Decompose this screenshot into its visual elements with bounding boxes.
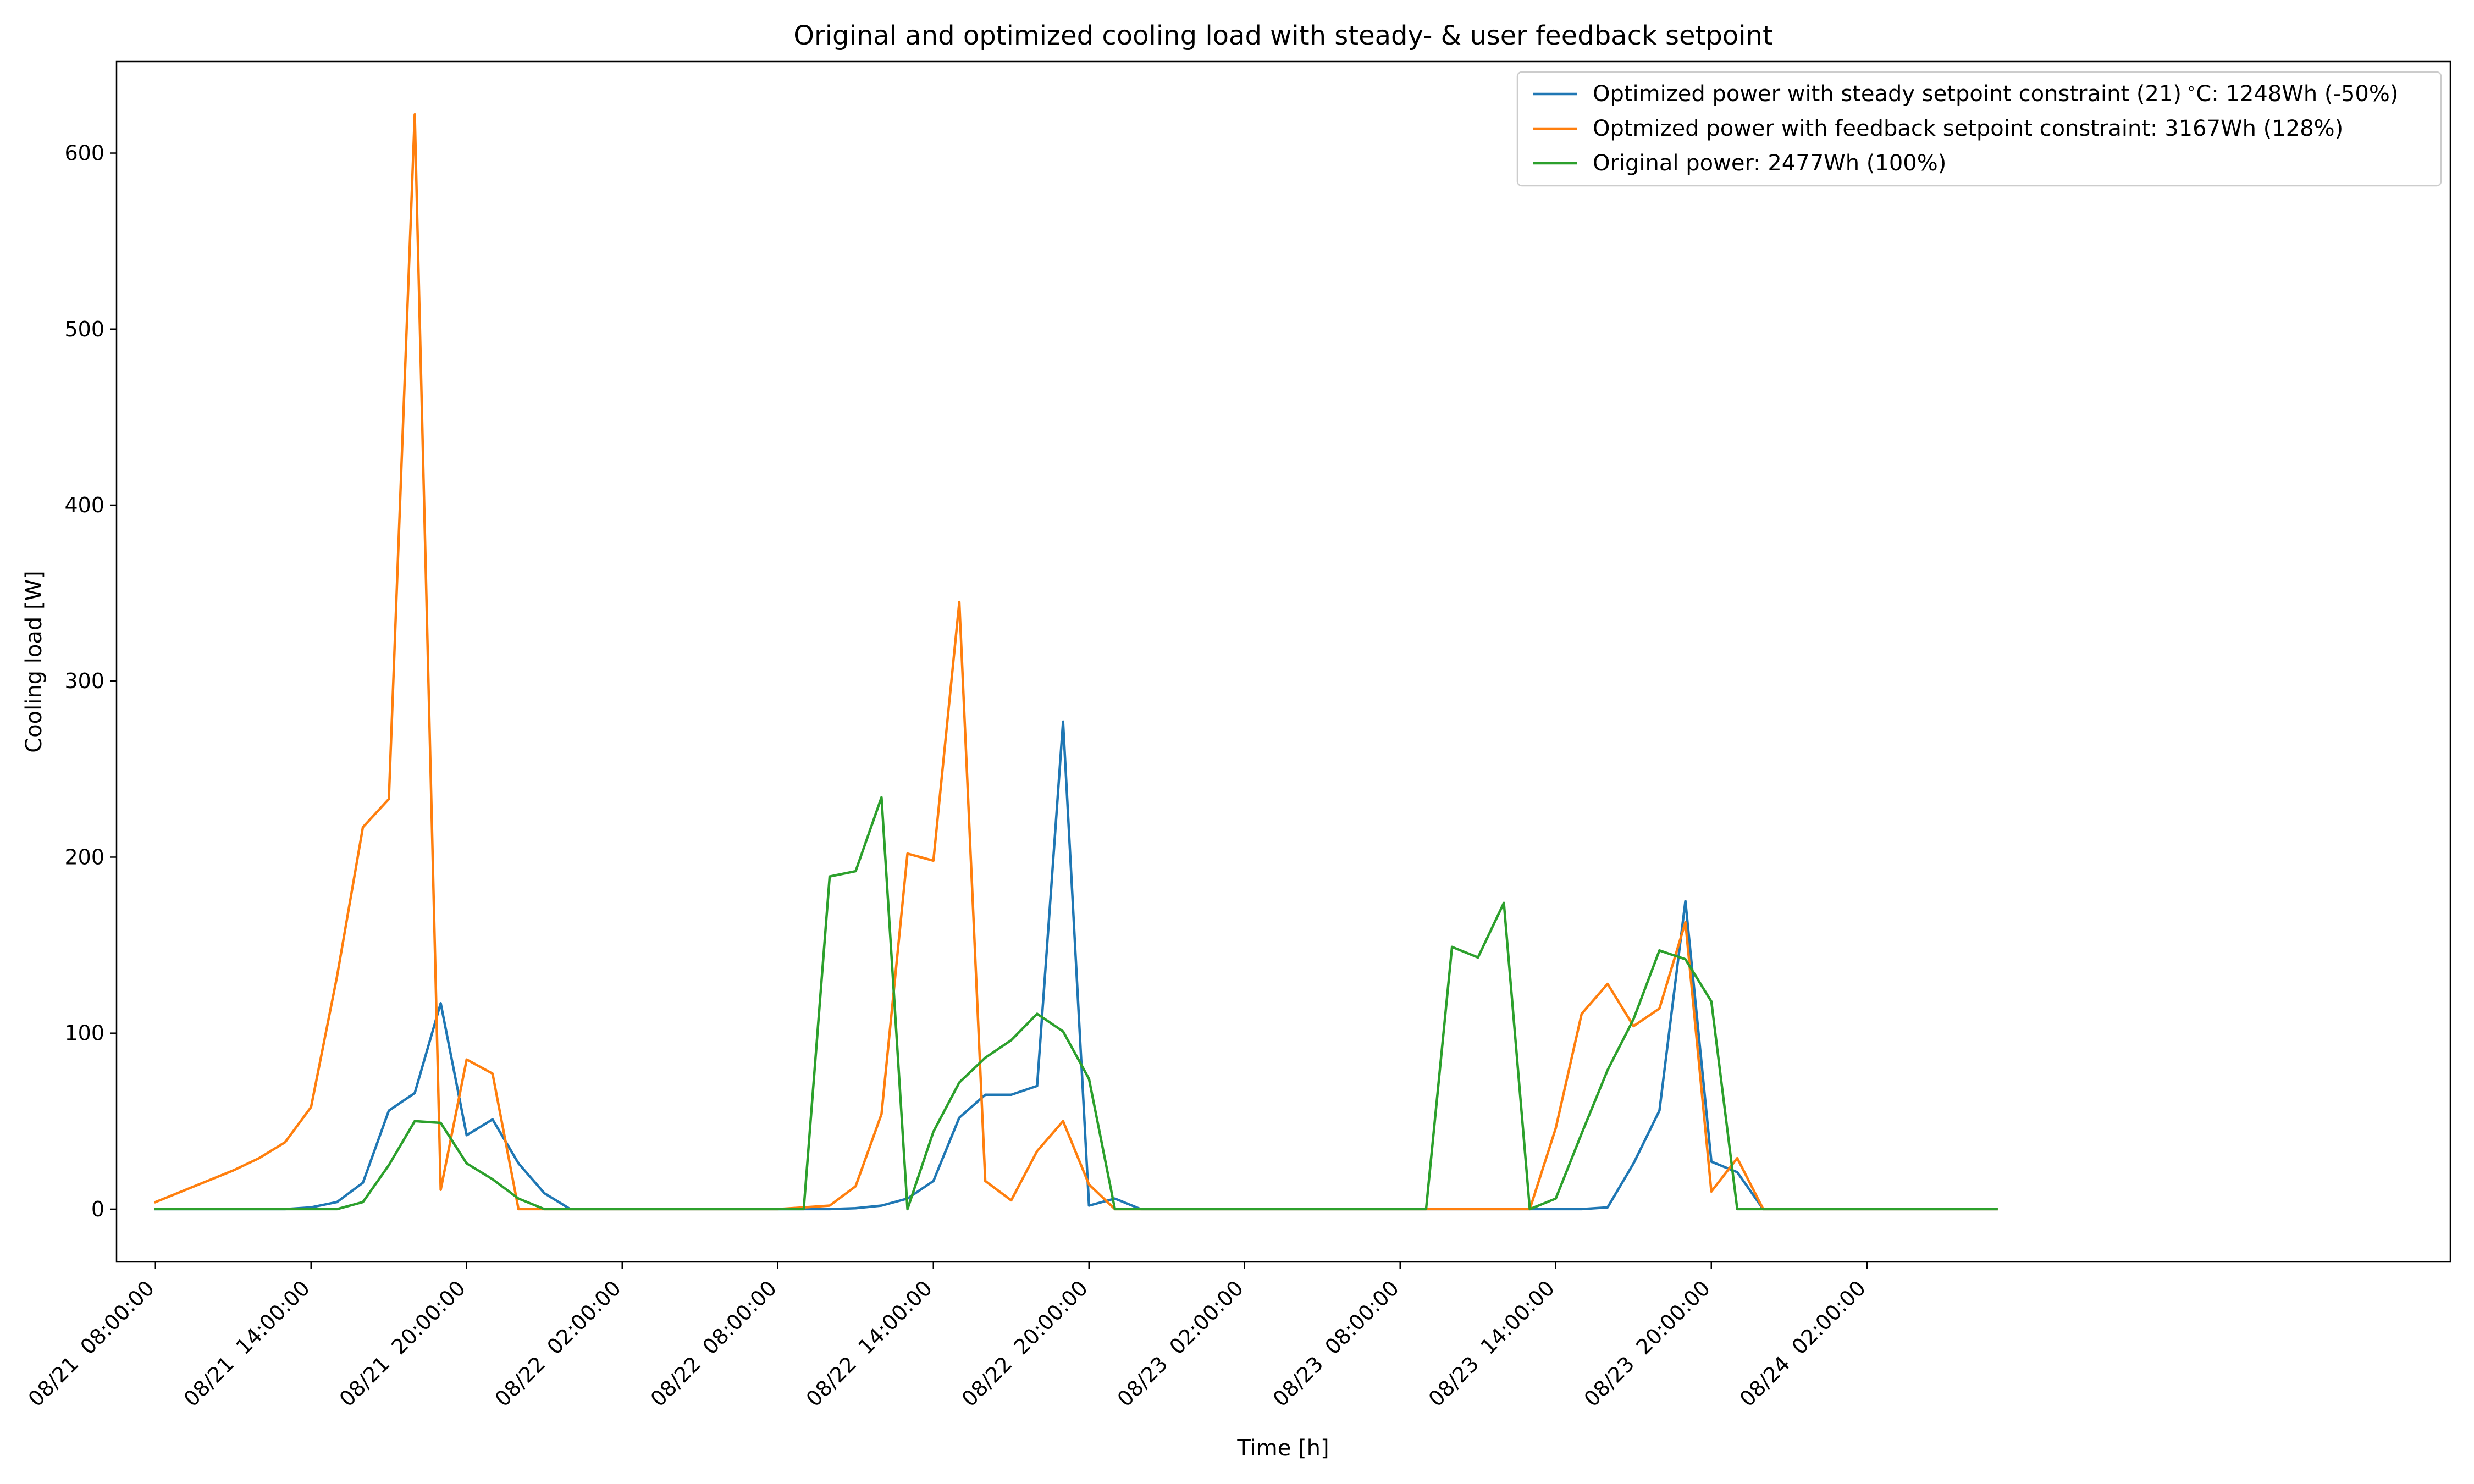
legend-box — [1516, 71, 2442, 187]
y-tick-label: 200 — [64, 845, 104, 869]
plot-frame — [115, 60, 2451, 1263]
y-axis-label: Cooling load [W] — [21, 571, 47, 753]
legend: Optimized power with steady setpoint con… — [1516, 71, 2442, 187]
y-tick-label: 300 — [64, 669, 104, 693]
y-tick-label: 600 — [64, 141, 104, 165]
y-tick-label: 500 — [64, 317, 104, 341]
series-line-original — [154, 796, 1998, 1211]
y-tick-label: 400 — [64, 493, 104, 517]
legend-entry-feedback: Optmized power with feedback setpoint co… — [1593, 116, 2343, 141]
y-tick-label: 100 — [64, 1021, 104, 1045]
legend-entry-original: Original power: 2477Wh (100%) — [1593, 151, 1946, 176]
x-axis-label: Time [h] — [1236, 1436, 1329, 1461]
plot-lines — [153, 113, 1998, 1211]
chart-title: Original and optimized cooling load with… — [793, 20, 1773, 51]
series-line-steady — [154, 720, 1998, 1211]
y-axis: 0 100 200 300 400 500 600 — [64, 141, 117, 1221]
y-tick-label: 0 — [91, 1197, 104, 1221]
legend-entry-steady: Optimized power with steady setpoint con… — [1593, 79, 2398, 107]
